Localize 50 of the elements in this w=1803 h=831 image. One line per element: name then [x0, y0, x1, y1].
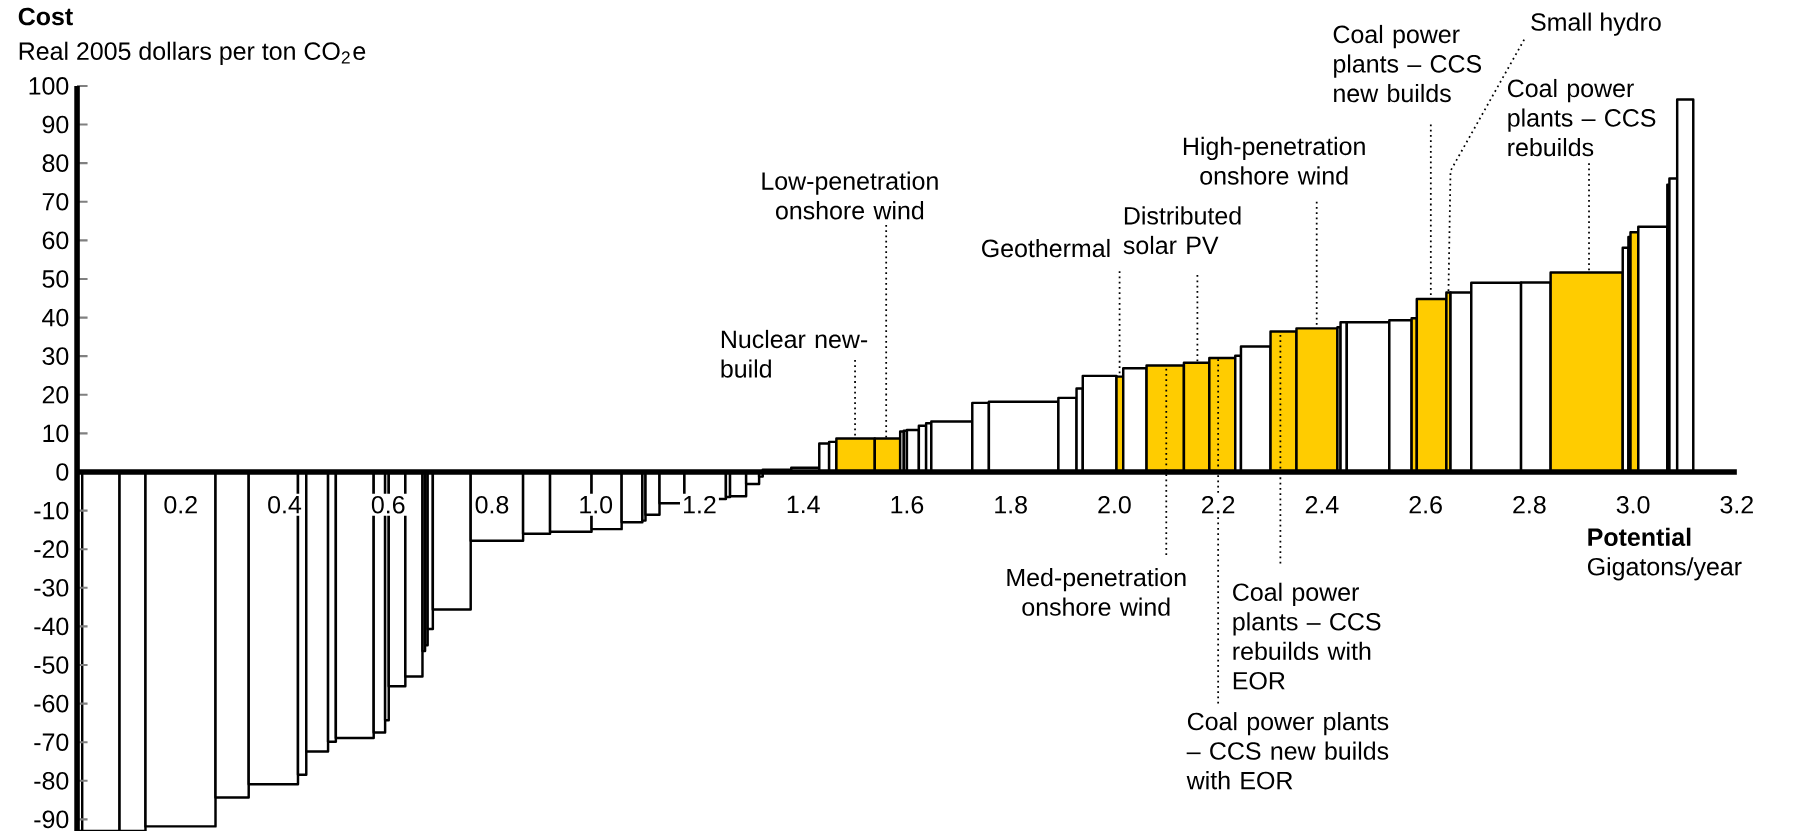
y-tick-label: 70 — [42, 192, 69, 211]
y-tick-label: 60 — [42, 231, 69, 250]
y-tick-label: -50 — [34, 656, 69, 674]
y-axis-title: Real 2005 dollars per ton CO$_{2}$e — [19, 41, 366, 65]
x-tick-label: 1.2 — [684, 495, 716, 514]
y-tick-label: -60 — [34, 694, 69, 713]
x-tick-label: 2.4 — [1305, 495, 1339, 514]
annotation: Low-penetration onshore wind — [762, 171, 938, 220]
y-tick-label: 10 — [43, 424, 69, 443]
y-tick-label: -70 — [34, 733, 69, 752]
annotation: Distributed solar PV — [1123, 206, 1241, 255]
x-tick-label: 1.6 — [891, 495, 924, 514]
x-tick-label: 0.2 — [164, 495, 197, 514]
x-tick-label: 1.4 — [787, 495, 820, 514]
y-tick-label: 0 — [56, 463, 69, 481]
x-tick-label: 1.0 — [580, 495, 613, 514]
x-tick-label: 1.8 — [995, 495, 1027, 514]
x-tick-label: 0.6 — [371, 495, 405, 514]
y-tick-label: 80 — [42, 154, 69, 172]
annotation: Coal power plants – CCS rebuilds with EOR — [1233, 582, 1381, 690]
y-tick-label: 30 — [42, 347, 69, 365]
annotation: Coal power plants – CCS rebuilds — [1507, 78, 1656, 157]
x-tick-label: 0.8 — [475, 495, 509, 514]
annotation: Coal power plants – CCS new builds with EOR — [1186, 712, 1389, 790]
y-tick-label: -40 — [34, 617, 69, 636]
annotation: Small hydro — [1531, 12, 1661, 36]
x-tick-label: 0.4 — [268, 495, 302, 514]
y-tick-label: -10 — [34, 501, 69, 520]
annotation: Coal power plants – CCS new builds — [1333, 24, 1482, 103]
x-tick-label: 2.8 — [1513, 495, 1546, 514]
y-tick-label: 50 — [42, 270, 69, 288]
annotation: Nuclear new-build — [721, 329, 868, 378]
y-tick-label: -30 — [34, 578, 69, 597]
y-tick-label: 100 — [29, 77, 69, 95]
annotation: Med-penetration onshore wind — [1007, 568, 1186, 616]
annotation: High-penetration onshore wind — [1183, 136, 1365, 185]
annotation: Geothermal — [982, 238, 1110, 258]
y-tick-label: -20 — [34, 540, 69, 559]
y-tick-label: 20 — [42, 385, 69, 404]
x-tick-label: 2.2 — [1202, 495, 1235, 514]
y-tick-label: 40 — [42, 308, 69, 327]
x-tick-label: 2.0 — [1098, 495, 1131, 514]
y-tick-label: -80 — [34, 771, 69, 790]
x-tick-label: 3.0 — [1616, 495, 1650, 514]
chart-title: Cost — [18, 7, 73, 26]
x-axis-title: Potential Gigatons/year — [1587, 527, 1742, 581]
y-tick-label: 90 — [42, 115, 69, 134]
x-tick-label: 3.2 — [1720, 495, 1753, 514]
x-tick-label: 2.6 — [1409, 495, 1442, 514]
y-tick-label: -90 — [34, 810, 69, 829]
